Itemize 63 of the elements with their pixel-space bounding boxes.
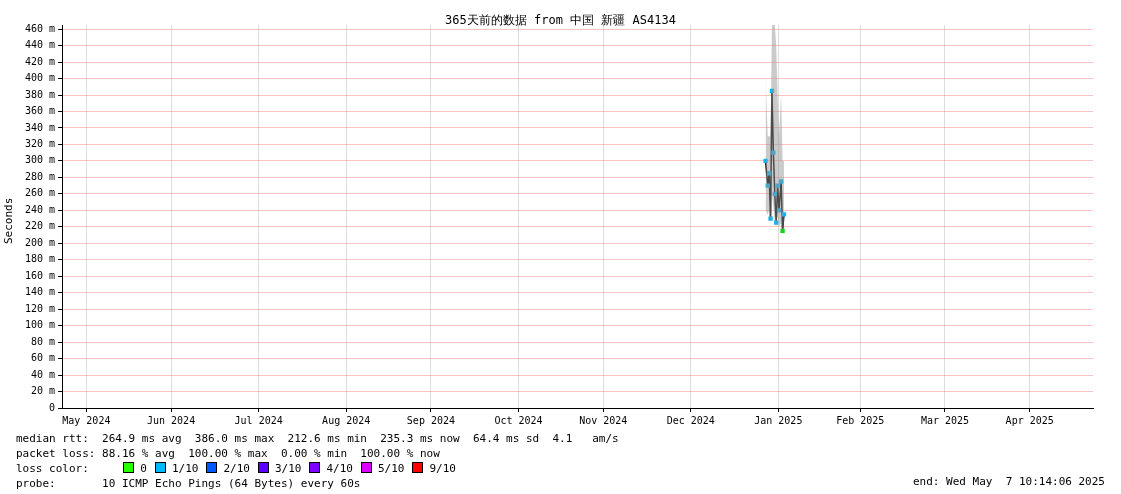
legend-label: 3/10 [274,462,302,475]
y-tick-label: 380 m [24,88,56,100]
x-tick-label: Jul 2024 [234,414,283,426]
point [763,158,768,164]
legend-label: 5/10 [377,462,405,475]
y-tick-label: 100 m [24,319,56,331]
y-tick-label: 200 m [24,236,56,248]
y-tick-label: 280 m [24,170,56,182]
y-tick-label: 340 m [24,121,56,133]
y-tick-label: 240 m [24,203,56,215]
legend-label: 4/10 [326,462,353,475]
y-tick-label: 400 m [24,72,56,84]
y-tick-label: 160 m [24,269,56,281]
x-tick-label: Apr 2025 [1005,414,1054,426]
point [771,150,776,155]
x-tick-label: Dec 2024 [666,414,715,426]
x-tick-label: Jan 2025 [754,414,803,426]
text: packet loss: 88.16 % avg 100.00 % max 0.00 % min 100.00 % now [16,446,441,461]
y-tick-label: 220 m [24,220,56,232]
y-tick-label: 300 m [24,154,56,166]
y-tick-label: 440 m [24,39,56,51]
x-tick-label: May 2024 [62,414,111,426]
x-tick-label: Mar 2025 [920,414,970,426]
y-tick-label: 40 m [31,368,56,380]
y-tick-label: 260 m [24,187,56,199]
x-tick-label: Aug 2024 [322,414,371,426]
y-tick-label: 460 m [24,22,56,34]
chart-title: 365天前的数据 from 中国 新疆 AS4134 [445,13,676,27]
text: median rtt: 264.9 ms avg 386.0 ms max 212.6 ms min 235.3 ms now 64.4 ms sd 4.1 am/s [16,431,620,446]
x-tick-label: Jun 2024 [146,414,196,426]
point [774,220,779,225]
y-tick-label: 20 m [31,385,56,397]
y-tick-label: 120 m [24,302,56,314]
point [776,208,782,213]
y-tick-label: 140 m [24,286,56,298]
point [778,179,784,184]
y-tick-label: 60 m [31,352,56,364]
y-tick-label: 320 m [24,138,56,150]
y-tick-label: 80 m [31,335,56,347]
legend-label: 0 [140,462,147,475]
y-tick-label: 360 m [24,105,56,117]
legend-label: 9/10 [429,462,456,475]
point [775,183,780,188]
x-tick-label: Feb 2025 [836,414,885,426]
point [772,191,777,197]
point [781,212,787,217]
y-tick-label: 0 [49,401,56,413]
x-tick-label: Nov 2024 [579,414,628,426]
y-axis-title: Seconds [2,197,15,244]
point [769,88,775,94]
legend-label: 2/10 [223,462,250,475]
point [768,216,773,221]
x-tick-label: Oct 2024 [494,414,543,426]
point [766,171,772,176]
y-tick-label: 180 m [24,253,56,265]
y-tick-label: 420 m [24,55,56,67]
point [780,228,785,234]
point [765,183,770,188]
text: end: Wed May 7 10:14:06 2025 [912,475,1105,488]
legend-label: 1/10 [171,462,199,475]
text: probe: 10 ICMP Echo Pings (64 Bytes) every 60s [16,477,361,490]
legend-title: loss color: [16,462,90,475]
x-tick-label: Sep 2024 [406,414,455,426]
